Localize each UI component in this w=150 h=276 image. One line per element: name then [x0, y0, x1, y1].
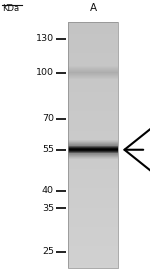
Text: 130: 130 — [36, 34, 54, 43]
Text: 35: 35 — [42, 204, 54, 213]
Bar — [68, 22, 118, 268]
Text: 25: 25 — [42, 247, 54, 256]
Text: 100: 100 — [36, 68, 54, 77]
Text: KDa: KDa — [2, 4, 19, 13]
Text: 70: 70 — [42, 114, 54, 123]
Text: 40: 40 — [42, 186, 54, 195]
Text: A: A — [89, 3, 97, 13]
Text: 55: 55 — [42, 145, 54, 154]
